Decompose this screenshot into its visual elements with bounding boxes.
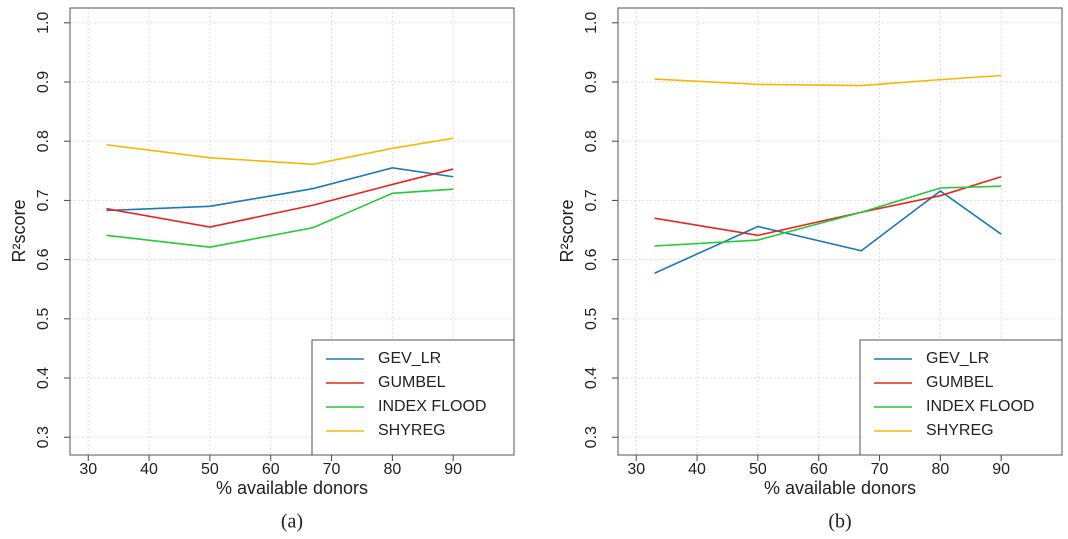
y-tick-label: 0.3 [583, 426, 600, 448]
x-tick-label: 90 [992, 461, 1010, 478]
series-line [654, 74, 1002, 87]
y-tick-label: 0.5 [583, 308, 600, 330]
x-tick-label: 70 [323, 461, 341, 478]
legend-label: GEV_LR [378, 350, 441, 367]
series-line [654, 185, 1002, 247]
y-tick-label: 0.6 [583, 248, 600, 270]
y-tick-label: 0.8 [583, 130, 600, 152]
chart-panel: 0.3 0.4 0.5 0.6 0.7 0.8 0.9 1.0 30 40 50 60 70 80 90 % … [9, 7, 515, 533]
series-line [106, 137, 454, 166]
series-line [654, 189, 1002, 274]
y-tick-label: 1.0 [583, 12, 600, 34]
x-tick-label: 30 [79, 461, 97, 478]
y-tick-label: 0.7 [35, 189, 52, 211]
y-axis-label: R²score [557, 199, 577, 262]
x-tick-label: 90 [444, 461, 462, 478]
series-line [106, 168, 454, 228]
x-axis-label: % available donors [764, 478, 916, 498]
y-tick-label: 0.6 [35, 248, 52, 270]
x-tick-label: 60 [810, 461, 828, 478]
y-tick-label: 0.9 [35, 71, 52, 93]
y-tick-label: 1.0 [35, 12, 52, 34]
y-tick-label: 0.9 [583, 71, 600, 93]
y-tick-label: 0.5 [35, 308, 52, 330]
panel-label: (a) [281, 511, 303, 533]
plot-frame [69, 7, 515, 456]
y-tick-label: 0.3 [35, 426, 52, 448]
x-tick-label: 70 [871, 461, 889, 478]
series-line [654, 175, 1002, 237]
x-tick-label: 50 [201, 461, 219, 478]
y-axis-label: R²score [9, 199, 29, 262]
legend-label: GUMBEL [926, 374, 994, 391]
legend-label: SHYREG [926, 422, 994, 439]
y-tick-label: 0.7 [583, 189, 600, 211]
y-tick-label: 0.4 [35, 367, 52, 389]
legend-label: INDEX FLOOD [926, 398, 1034, 415]
series-line [106, 167, 454, 212]
series-line [106, 188, 454, 248]
x-tick-label: 80 [931, 461, 949, 478]
x-tick-label: 40 [140, 461, 158, 478]
legend-label: GUMBEL [378, 374, 446, 391]
legend-label: SHYREG [378, 422, 446, 439]
x-axis-label: % available donors [216, 478, 368, 498]
legend: GEV_LR GUMBEL INDEX FLOOD SHYREG [311, 339, 515, 456]
panel-label: (b) [828, 511, 851, 533]
plot-frame [617, 7, 1063, 456]
x-tick-label: 40 [688, 461, 706, 478]
y-tick-label: 0.4 [583, 367, 600, 389]
x-tick-label: 30 [627, 461, 645, 478]
legend-label: GEV_LR [926, 350, 989, 367]
x-tick-label: 50 [749, 461, 767, 478]
y-tick-label: 0.8 [35, 130, 52, 152]
legend: GEV_LR GUMBEL INDEX FLOOD SHYREG [859, 339, 1063, 456]
legend-label: INDEX FLOOD [378, 398, 486, 415]
x-tick-label: 80 [383, 461, 401, 478]
x-tick-label: 60 [262, 461, 280, 478]
chart-panel: 0.3 0.4 0.5 0.6 0.7 0.8 0.9 1.0 30 40 50 60 70 80 90 % … [557, 7, 1063, 533]
